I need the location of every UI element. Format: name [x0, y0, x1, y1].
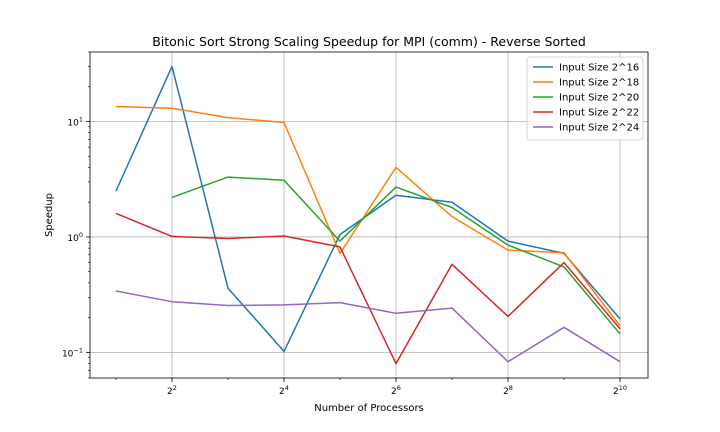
y-tick-label: 100: [67, 231, 83, 244]
series-lines: [115, 65, 621, 365]
plot-frame: [89, 51, 649, 379]
x-tick-label: 22: [167, 384, 177, 397]
legend: Input Size 2^16 Input Size 2^18 Input Size…: [526, 56, 644, 141]
legend-label: Input Size 2^16: [559, 63, 639, 74]
x-axis-label: Number of Processors: [314, 403, 424, 414]
x-tick-label: 28: [503, 384, 513, 397]
x-tick-label: 210: [613, 384, 627, 397]
x-tick-label: 24: [279, 384, 289, 397]
series-line: [115, 290, 621, 363]
legend-label: Input Size 2^18: [559, 78, 639, 89]
legend-box: [526, 56, 644, 141]
chart-title: Bitonic Sort Strong Scaling Speedup for …: [152, 34, 586, 49]
x-axis-ticks: 22 24 26 28 210: [115, 378, 627, 397]
y-axis-ticks: 10−1 100 101: [62, 51, 90, 379]
x-tick-label: 26: [391, 384, 401, 397]
series-line: [115, 105, 621, 327]
y-axis-label: Speedup: [44, 193, 55, 237]
legend-label: Input Size 2^20: [559, 93, 639, 104]
series-line: [115, 212, 621, 365]
series-line: [171, 176, 621, 335]
y-tick-label: 10−1: [62, 346, 83, 359]
legend-label: Input Size 2^22: [559, 108, 639, 119]
y-tick-label: 101: [67, 116, 83, 129]
legend-label: Input Size 2^24: [559, 123, 639, 134]
